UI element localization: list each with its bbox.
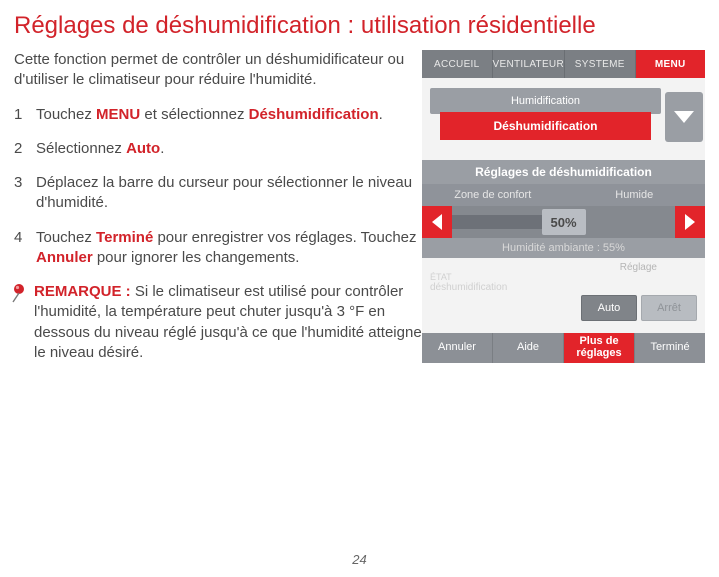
aide-button[interactable]: Aide [492, 333, 563, 363]
keyword-auto: Auto [126, 140, 160, 157]
termine-button[interactable]: Terminé [634, 333, 705, 363]
instruction-column: Cette fonction permet de contrôler un dé… [14, 50, 422, 363]
slider-track[interactable]: 50% [452, 206, 675, 238]
tab-systeme[interactable]: SYSTEME [564, 50, 635, 78]
step1-part-a: Touchez [36, 106, 96, 123]
step2-part-a: Sélectionnez [36, 140, 126, 157]
etat-sub: déshumidification [430, 282, 620, 293]
mode-toggle: Auto Arrêt [581, 295, 697, 321]
etat-label: ÉTAT [430, 272, 620, 282]
step4-part-a: Touchez [36, 229, 96, 246]
keyword-annuler: Annuler [36, 249, 93, 266]
step-3: Déplacez la barre du curseur pour sélect… [14, 173, 422, 214]
page-title: Réglages de déshumidification : utilisat… [14, 12, 719, 40]
keyword-termine: Terminé [96, 229, 153, 246]
panel-title: Réglages de déshumidification [422, 160, 705, 184]
zone-right-label: Humide [564, 189, 706, 201]
toggle-arret[interactable]: Arrêt [641, 295, 697, 321]
zone-row: Zone de confort Humide [422, 184, 705, 206]
note-block: REMARQUE : Si le climatiseur est utilisé… [14, 282, 422, 363]
note-label: REMARQUE : [34, 283, 135, 300]
bottom-button-bar: Annuler Aide Plus de réglages Terminé [422, 333, 705, 363]
pushpin-icon [14, 282, 34, 363]
slider-increase-button[interactable] [675, 206, 705, 238]
status-row: ÉTAT déshumidification Réglage [422, 258, 705, 295]
thermostat-screenshot: ACCUEIL VENTILATEUR SYSTEME MENU Humidif… [422, 50, 705, 363]
toggle-auto[interactable]: Auto [581, 295, 637, 321]
reglage-label: Réglage [620, 262, 657, 273]
ambient-humidity: Humidité ambiante : 55% [422, 238, 705, 258]
keyword-menu: MENU [96, 106, 140, 123]
dropdown-selected-item[interactable]: Déshumidification [440, 112, 651, 140]
slider-knob[interactable]: 50% [542, 209, 586, 235]
step1-part-b: et sélectionnez [140, 106, 248, 123]
dropdown-prev-item[interactable]: Humidification [430, 88, 661, 114]
step1-part-c: . [379, 106, 383, 123]
keyword-deshumid: Déshumidification [249, 106, 379, 123]
intro-text: Cette fonction permet de contrôler un dé… [14, 50, 422, 91]
plus-reglages-button[interactable]: Plus de réglages [563, 333, 634, 363]
step-1: Touchez MENU et sélectionnez Déshumidifi… [14, 105, 422, 125]
slider-decrease-button[interactable] [422, 206, 452, 238]
zone-left-label: Zone de confort [422, 189, 564, 201]
humidity-slider: 50% [422, 206, 705, 238]
step2-part-b: . [160, 140, 164, 157]
annuler-button[interactable]: Annuler [422, 333, 492, 363]
step4-part-c: pour ignorer les changements. [93, 249, 300, 266]
tab-accueil[interactable]: ACCUEIL [422, 50, 492, 78]
menu-dropdown: Humidification Déshumidification [422, 88, 705, 146]
tab-menu[interactable]: MENU [635, 50, 706, 78]
step4-part-b: pour enregistrer vos réglages. Touchez [153, 229, 416, 246]
step-4: Touchez Terminé pour enregistrer vos rég… [14, 228, 422, 269]
tab-row: ACCUEIL VENTILATEUR SYSTEME MENU [422, 50, 705, 78]
step-2: Sélectionnez Auto. [14, 139, 422, 159]
tab-ventilateur[interactable]: VENTILATEUR [492, 50, 564, 78]
dropdown-arrow-icon[interactable] [665, 92, 703, 142]
